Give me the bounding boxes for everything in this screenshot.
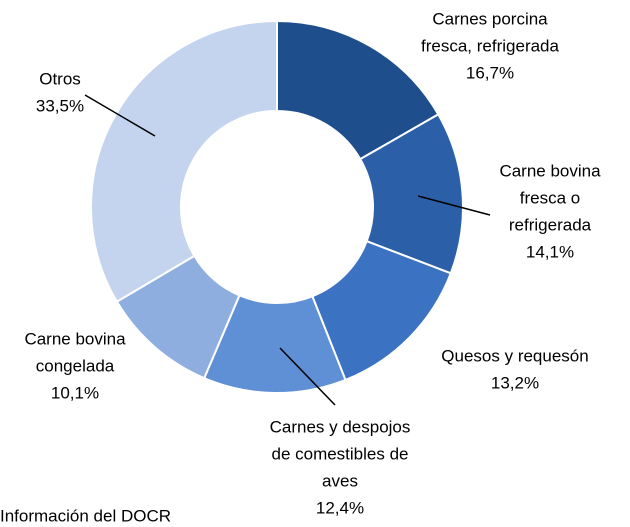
- category-label: Quesos y requesón: [441, 346, 588, 365]
- category-label: fresca, refrigerada: [421, 36, 559, 55]
- category-label: de comestibles de: [271, 444, 408, 463]
- category-label: fresca o: [520, 188, 580, 207]
- category-label: Carne bovina: [499, 161, 601, 180]
- donut-segment: [276, 19, 440, 161]
- leader-line: [417, 195, 491, 216]
- leader-line: [84, 94, 156, 137]
- source-note: Información del DOCR: [0, 506, 171, 525]
- value-label: 13,2%: [491, 373, 539, 392]
- category-label: Otros: [39, 69, 81, 88]
- category-label: refrigerada: [509, 215, 592, 234]
- value-label: 10,1%: [51, 383, 99, 402]
- category-label: aves: [322, 471, 358, 490]
- value-label: 33,5%: [36, 96, 84, 115]
- value-label: 14,1%: [526, 242, 574, 261]
- category-label: Carnes y despojos: [270, 417, 411, 436]
- category-label: congelada: [36, 356, 115, 375]
- value-label: 12,4%: [316, 498, 364, 517]
- category-label: Carnes porcina: [432, 9, 548, 28]
- donut-segment: [90, 19, 278, 304]
- category-label: Carne bovina: [24, 329, 126, 348]
- leader-line: [279, 347, 336, 406]
- value-label: 16,7%: [466, 63, 514, 82]
